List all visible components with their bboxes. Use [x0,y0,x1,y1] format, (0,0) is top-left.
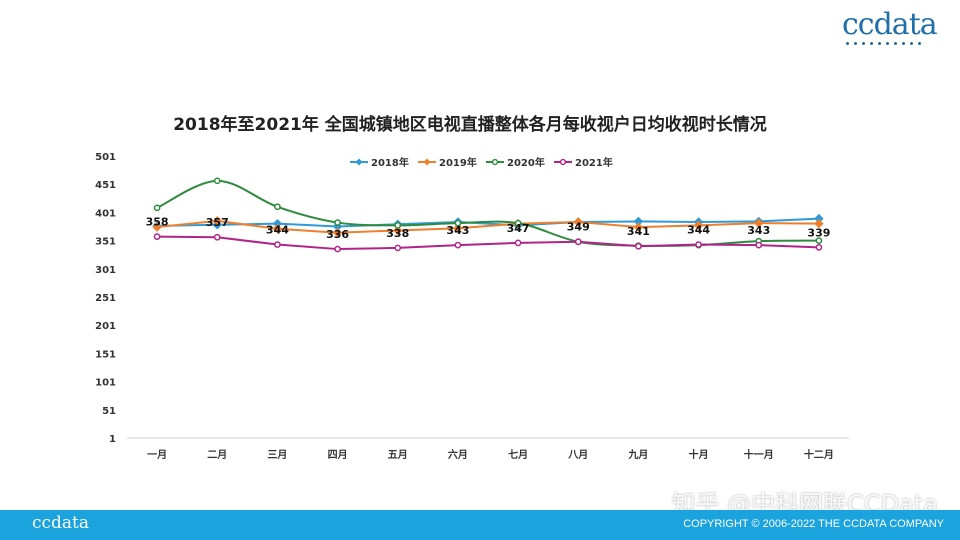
x-tick-label: 九月 [627,448,648,461]
x-tick-label: 四月 [328,449,348,461]
data-label: 341 [627,225,650,238]
y-tick-label: 251 [95,293,116,304]
data-point-2019年 [573,217,583,227]
legend-marker [355,158,363,166]
data-label: 349 [567,221,590,234]
legend-marker [491,158,499,166]
data-point-2020年 [153,204,161,212]
data-point-2020年 [394,222,402,229]
data-point-2019年 [272,224,283,234]
series-line-2020年 [156,179,819,247]
data-point-2021年 [635,242,642,250]
data-point-2021年 [574,238,582,246]
data-label: 343 [747,224,770,237]
y-tick-label: 301 [95,265,116,276]
series-line-2019年 [156,219,819,234]
y-tick-label: 401 [95,208,116,219]
data-point-2021年 [213,233,221,241]
x-tick-label: 八月 [567,449,588,461]
data-point-2020年 [334,219,341,226]
data-point-2021年 [274,241,281,248]
y-tick-label: 201 [95,321,116,332]
data-label: 338 [386,227,409,240]
x-tick-label: 六月 [448,448,468,461]
y-tick-label: 151 [95,349,116,360]
data-point-2021年 [514,239,522,247]
chart-title: 2018年至2021年 全国城镇地区电视直播整体各月每收视户日均收视时长情况 [173,115,767,135]
x-tick-label: 五月 [388,449,408,461]
series-line-2018年 [157,217,819,228]
x-tick-label: 二月 [207,449,227,461]
legend-label: 2018年 [371,156,409,169]
data-point-2021年 [454,241,462,249]
series-line-2021年 [157,235,819,251]
data-point-2020年 [454,219,462,227]
data-point-2019年 [633,222,644,232]
data-point-2020年 [213,177,221,185]
data-label: 336 [326,228,349,241]
legend-label: 2021年 [575,156,613,169]
data-label: 347 [507,222,530,235]
data-point-2021年 [153,233,161,241]
logo-text: ccdata [842,7,938,42]
x-tick-label: 一月 [147,449,167,461]
y-tick-label: 501 [95,152,116,163]
data-point-2019年 [393,225,403,236]
data-point-2019年 [152,222,162,232]
x-tick-label: 十一月 [744,448,774,461]
data-label: 339 [807,226,830,239]
y-tick-label: 101 [95,378,116,389]
y-tick-label: 1 [109,434,116,445]
data-point-2021年 [815,244,823,251]
legend-label: 2019年 [439,156,477,169]
data-point-2021年 [394,244,402,252]
data-point-2021年 [334,245,341,253]
copyright-text: COPYRIGHT © 2006-2022 THE CCDATA COMPANY [683,518,944,530]
data-point-2019年 [814,218,824,229]
data-point-2020年 [274,203,281,211]
data-point-2020年 [815,237,823,244]
data-point-2019年 [332,227,343,238]
y-tick-label: 451 [95,180,116,191]
data-label: 357 [206,216,229,229]
footer-logo: ccdata [32,513,90,533]
data-label: 358 [146,216,169,229]
data-label: 344 [266,224,289,237]
x-tick-label: 七月 [508,448,528,461]
data-label: 344 [687,224,710,237]
legend-marker [423,158,431,166]
x-tick-label: 十二月 [804,448,834,461]
data-point-2019年 [212,216,222,226]
logo-dots [846,42,942,45]
data-point-2021年 [695,241,702,248]
footer-bar: ccdata COPYRIGHT © 2006-2022 THE CCDATA … [0,510,960,540]
legend-label: 2020年 [507,156,545,169]
y-tick-label: 51 [102,406,116,417]
x-tick-label: 十月 [689,448,709,461]
data-point-2019年 [693,220,704,231]
data-point-2021年 [755,241,763,249]
ccdata-logo: ccdata [842,8,942,50]
y-tick-label: 351 [95,237,116,248]
x-tick-label: 三月 [267,449,287,461]
data-point-2019年 [754,218,764,228]
data-point-2019年 [453,223,463,233]
data-point-2020年 [514,219,522,227]
legend-marker [559,158,567,166]
data-label: 343 [446,224,469,237]
